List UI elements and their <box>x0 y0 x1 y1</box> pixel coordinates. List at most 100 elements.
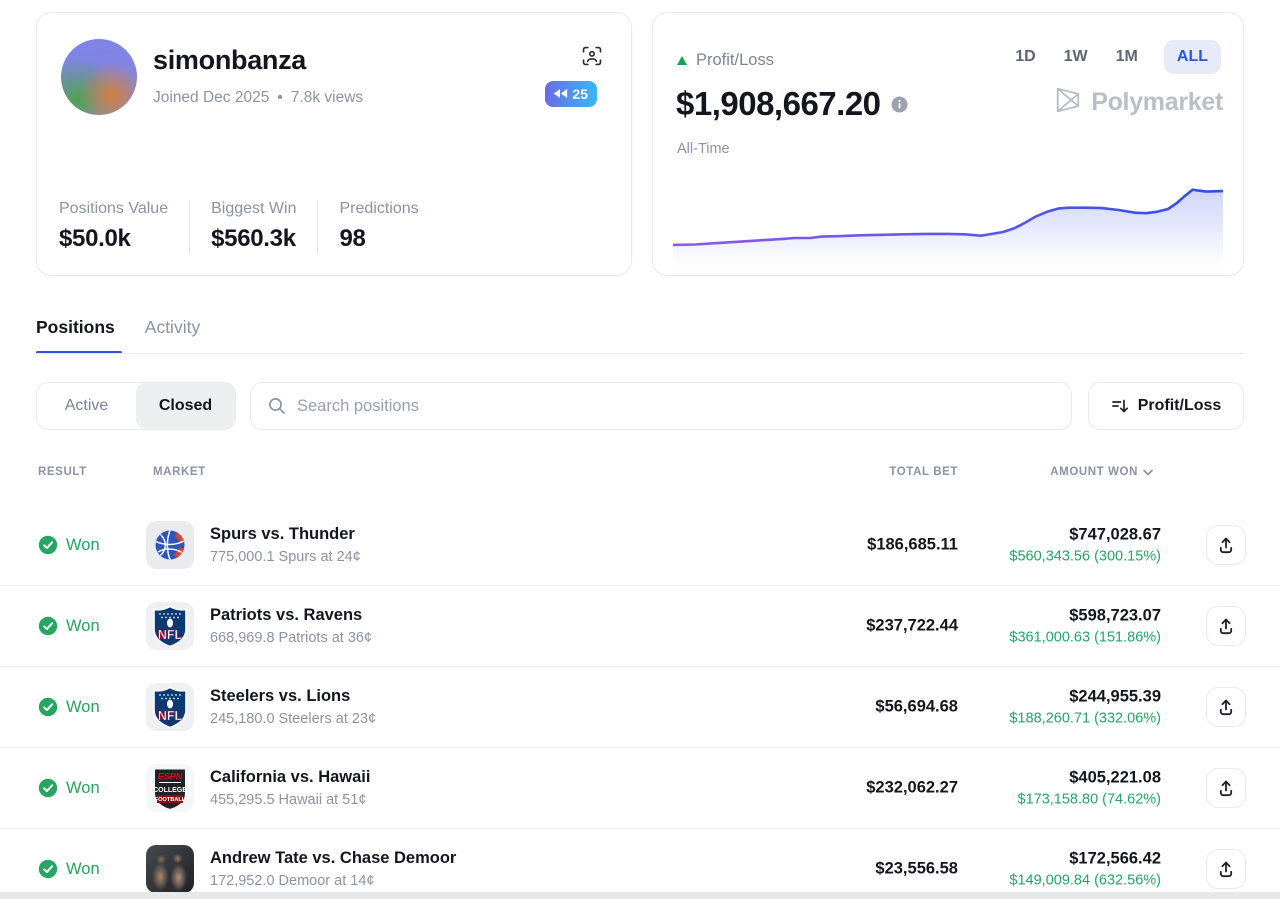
amount-won-cell: $172,566.42 $149,009.84 (632.56%) <box>1009 850 1161 889</box>
position-row[interactable]: Won NFL Steelers vs. Lions 245,180.0 Ste… <box>0 667 1280 748</box>
market-cell: Spurs vs. Thunder 775,000.1 Spurs at 24¢ <box>210 525 361 565</box>
share-button[interactable] <box>1206 849 1246 889</box>
won-check-icon <box>38 778 58 798</box>
market-icon: ESPN COLLEGE FOOTBALL <box>146 764 194 812</box>
total-bet-value: $56,694.68 <box>875 697 958 716</box>
profile-card: simonbanza Joined Dec 2025 • 7.8k views … <box>36 12 632 276</box>
profit-value: $188,260.71 (332.06%) <box>1009 710 1161 727</box>
username: simonbanza <box>153 45 307 75</box>
range-button-1w[interactable]: 1W <box>1062 40 1090 74</box>
polymarket-logo-icon <box>1053 85 1083 120</box>
rewind-icon <box>552 86 568 102</box>
total-bet-value: $186,685.11 <box>867 535 958 554</box>
market-icon <box>146 845 194 893</box>
market-cell: California vs. Hawaii 455,295.5 Hawaii a… <box>210 768 370 808</box>
won-check-icon <box>38 616 58 636</box>
header-amount-won[interactable]: AMOUNT WON <box>1050 466 1153 478</box>
scan-qr-icon <box>581 46 603 70</box>
segment-active[interactable]: Active <box>64 397 109 414</box>
result-cell: Won <box>38 859 100 879</box>
share-upload-icon <box>1216 616 1236 636</box>
won-check-icon <box>38 535 58 555</box>
meta-separator: • <box>277 89 283 106</box>
market-title: California vs. Hawaii <box>210 768 371 786</box>
range-buttons: 1D 1W 1M ALL <box>1013 40 1221 74</box>
range-button-1d[interactable]: 1D <box>1013 40 1037 74</box>
result-label: Won <box>66 697 100 716</box>
share-upload-icon <box>1216 697 1236 717</box>
table-header: RESULT MARKET TOTAL BET AMOUNT WON <box>0 466 1280 482</box>
position-row[interactable]: Won Spurs vs. Thunder 775,000.1 Spurs at… <box>0 505 1280 586</box>
amount-won-cell: $747,028.67 $560,343.56 (300.15%) <box>1009 526 1161 565</box>
result-cell: Won <box>38 778 100 798</box>
total-bet-value: $23,556.58 <box>875 859 958 878</box>
market-cell: Steelers vs. Lions 245,180.0 Steelers at… <box>210 687 376 727</box>
up-triangle-icon <box>677 56 687 65</box>
range-button-1m[interactable]: 1M <box>1114 40 1140 74</box>
share-button[interactable] <box>1206 525 1246 565</box>
brand-watermark: Polymarket <box>1053 85 1223 120</box>
segment-closed[interactable]: Closed <box>136 383 235 429</box>
position-row[interactable]: Won ESPN COLLEGE FOOTBALL California vs. H… <box>0 748 1280 829</box>
stat-label: Predictions <box>339 200 419 217</box>
page-bottom-strip <box>0 892 1280 899</box>
result-cell: Won <box>38 697 100 717</box>
market-cell: Patriots vs. Ravens 668,969.8 Patriots a… <box>210 606 372 646</box>
position-detail: 775,000.1 Spurs at 24¢ <box>210 549 361 565</box>
joined-date: Joined Dec 2025 <box>153 89 270 106</box>
amount-won-cell: $405,221.08 $173,158.80 (74.62%) <box>1018 769 1162 808</box>
market-title: Spurs vs. Thunder <box>210 525 355 543</box>
info-icon[interactable] <box>891 96 908 113</box>
profile-scan-button[interactable] <box>581 45 603 67</box>
svg-text:ESPN: ESPN <box>158 772 183 782</box>
sort-button[interactable]: Profit/Loss <box>1088 382 1244 430</box>
stat-label: Positions Value <box>59 200 169 217</box>
pnl-chart <box>673 188 1223 267</box>
stat-value: 98 <box>339 225 366 252</box>
amount-won-value: $747,028.67 <box>1069 525 1161 544</box>
header-result: RESULT <box>38 466 87 478</box>
streak-badge[interactable]: 25 <box>545 81 597 107</box>
profit-value: $361,000.63 (151.86%) <box>1009 629 1161 646</box>
tab-positions[interactable]: Positions <box>36 317 115 337</box>
tab-bar: Positions Activity <box>36 317 200 338</box>
amount-won-value: $598,723.07 <box>1069 606 1161 625</box>
stat-label: Biggest Win <box>211 200 297 217</box>
won-check-icon <box>38 859 58 879</box>
result-label: Won <box>66 778 100 797</box>
svg-text:COLLEGE: COLLEGE <box>153 787 187 794</box>
position-row[interactable]: Won NFL Patriots vs. Ravens 668,969.8 Pa… <box>0 586 1280 667</box>
market-title: Patriots vs. Ravens <box>210 606 363 624</box>
share-button[interactable] <box>1206 687 1246 727</box>
svg-text:FOOTBALL: FOOTBALL <box>155 797 186 803</box>
search-input[interactable] <box>297 396 1054 416</box>
sort-label: Profit/Loss <box>1137 397 1222 414</box>
chevron-down-icon <box>1143 469 1153 476</box>
share-upload-icon <box>1216 535 1236 555</box>
result-label: Won <box>66 616 100 635</box>
amount-won-cell: $598,723.07 $361,000.63 (151.86%) <box>1009 607 1161 646</box>
pnl-header: Profit/Loss <box>677 51 774 70</box>
position-detail: 668,969.8 Patriots at 36¢ <box>210 630 373 646</box>
position-row[interactable]: Won Andrew Tate vs. Chase Demoor 172,952… <box>0 829 1280 899</box>
position-detail: 172,952.0 Demoor at 14¢ <box>210 873 375 889</box>
profile-stats: Positions Value $50.0k Biggest Win $560.… <box>59 200 440 253</box>
avatar <box>61 39 137 115</box>
share-button[interactable] <box>1206 768 1246 808</box>
share-button[interactable] <box>1206 606 1246 646</box>
search-icon <box>268 397 286 415</box>
status-segmented-control: Active Closed <box>36 382 236 430</box>
range-button-all[interactable]: ALL <box>1163 40 1221 74</box>
pnl-label: Profit/Loss <box>696 51 774 69</box>
amount-won-value: $172,566.42 <box>1069 849 1161 868</box>
stat-value: $560.3k <box>211 225 296 252</box>
search-box <box>250 382 1072 430</box>
tab-activity[interactable]: Activity <box>144 317 201 337</box>
pnl-period-label: All-Time <box>677 141 730 157</box>
profit-value: $149,009.84 (632.56%) <box>1009 872 1161 889</box>
market-cell: Andrew Tate vs. Chase Demoor 172,952.0 D… <box>210 849 456 889</box>
share-upload-icon <box>1216 859 1236 879</box>
result-cell: Won <box>38 616 100 636</box>
market-title: Andrew Tate vs. Chase Demoor <box>210 849 457 867</box>
market-icon: NFL <box>146 683 194 731</box>
